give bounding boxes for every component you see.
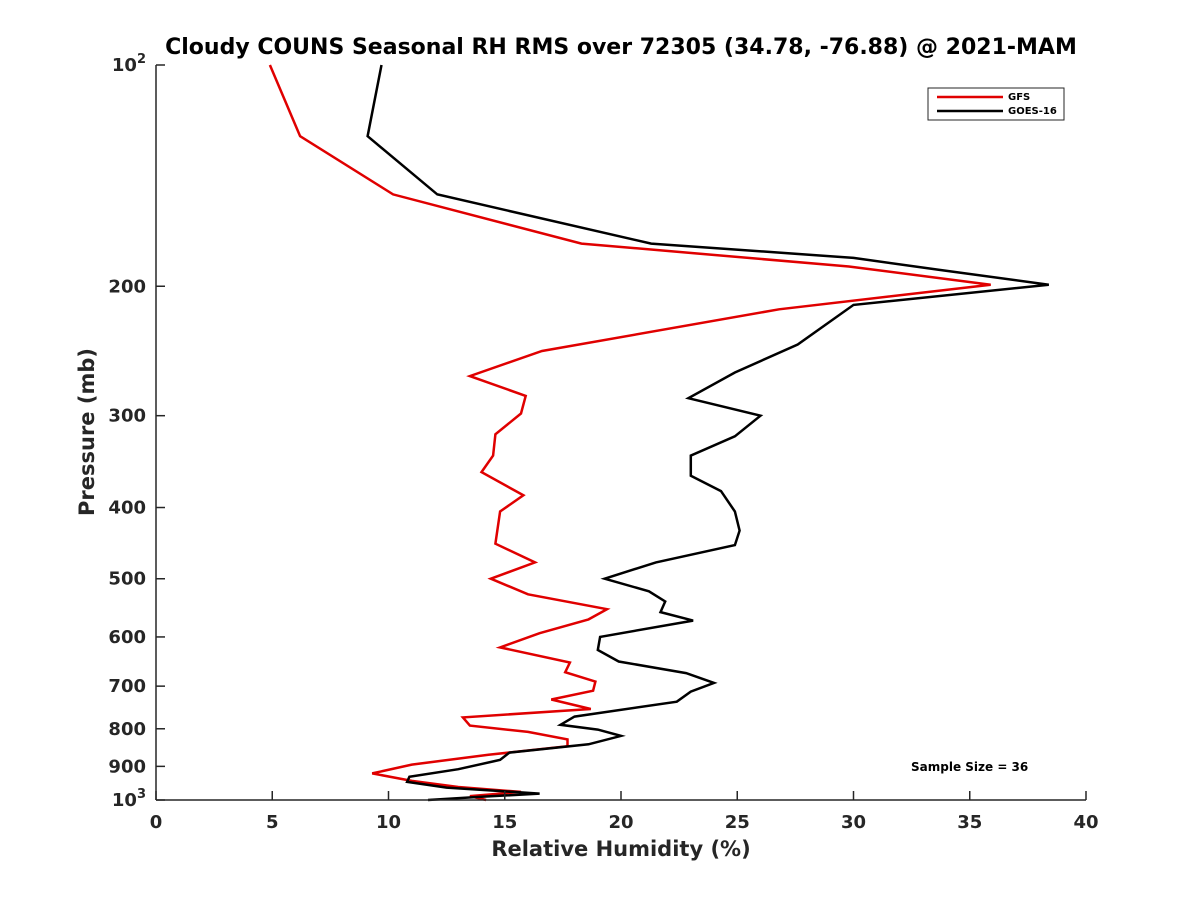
y-tick-label: 900 (108, 756, 146, 777)
x-tick-label: 0 (150, 812, 163, 833)
series-group (268, 64, 1049, 802)
legend: GFS GOES-16 (927, 87, 1065, 121)
x-tick-label: 10 (376, 812, 401, 833)
x-axis-label: Relative Humidity (%) (491, 837, 750, 861)
y-tick-label: 200 (108, 276, 146, 297)
y-tick-label: 102 (112, 52, 146, 76)
y-tick-label: 103 (112, 787, 146, 811)
series-line-goes-16 (366, 64, 1049, 802)
x-tick-label: 15 (492, 812, 517, 833)
chart-title: Cloudy COUNS Seasonal RH RMS over 72305 … (165, 35, 1077, 60)
y-tick-base: 10 (112, 790, 137, 811)
sample-size-annotation: Sample Size = 36 (911, 760, 1028, 774)
x-tick-label: 20 (608, 812, 633, 833)
y-tick-label: 600 (108, 627, 146, 648)
x-tick-label: 35 (957, 812, 982, 833)
y-axis-label: Pressure (mb) (75, 348, 99, 516)
y-tick-label: 300 (108, 406, 146, 427)
y-tick-exponent: 2 (137, 52, 146, 67)
x-tick-label: 40 (1073, 812, 1098, 833)
x-ticks: 0 5 10 15 20 25 30 35 40 (150, 791, 1099, 833)
x-tick-label: 30 (841, 812, 866, 833)
y-tick-base: 10 (112, 55, 137, 76)
y-tick-label: 800 (108, 719, 146, 740)
legend-label-goes16: GOES-16 (1008, 106, 1057, 117)
y-tick-label: 500 (108, 569, 146, 590)
y-tick-exponent: 3 (137, 787, 146, 802)
x-tick-label: 5 (266, 812, 279, 833)
x-tick-label: 25 (725, 812, 750, 833)
plot-area: 0 5 10 15 20 25 30 35 40 10220030040050060070080… (108, 52, 1098, 833)
y-tick-label: 400 (108, 498, 146, 519)
y-tick-label: 700 (108, 676, 146, 697)
legend-label-gfs: GFS (1008, 92, 1030, 103)
legend-box (927, 87, 1065, 121)
series-line-gfs (268, 64, 991, 802)
